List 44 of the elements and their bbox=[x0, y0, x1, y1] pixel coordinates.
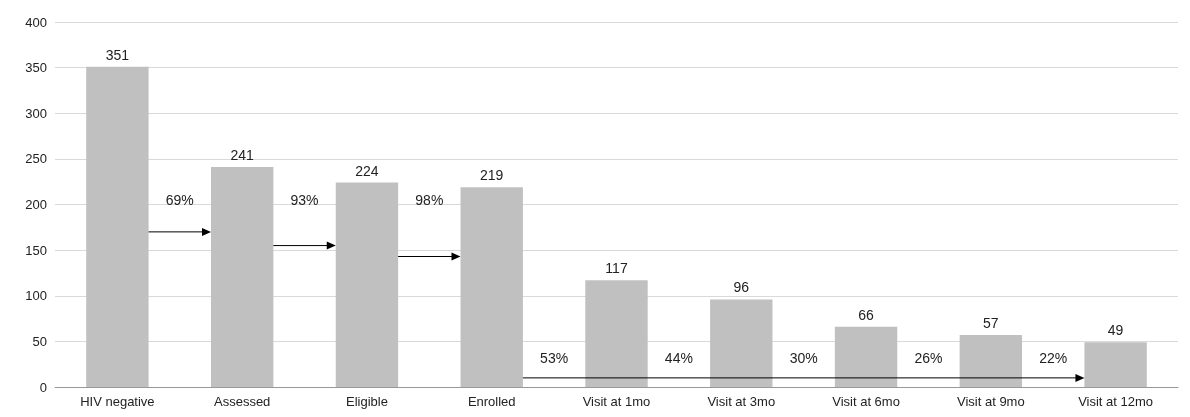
annotation: 22% bbox=[1039, 349, 1068, 366]
y-tick-label: 50 bbox=[32, 333, 47, 349]
bar bbox=[210, 167, 274, 387]
data-label: 241 bbox=[230, 147, 255, 164]
annotation: 26% bbox=[914, 349, 943, 366]
y-tick-label: 100 bbox=[25, 288, 47, 304]
data-label: 57 bbox=[983, 314, 999, 331]
bar bbox=[585, 280, 648, 387]
data-label: 66 bbox=[858, 306, 875, 323]
x-tick-label: Enrolled bbox=[467, 394, 516, 409]
bar bbox=[460, 187, 523, 387]
x-tick-label: Assessed bbox=[213, 394, 271, 409]
x-tick-label: Visit at 3mo bbox=[707, 394, 776, 409]
data-label: 49 bbox=[1107, 322, 1124, 339]
x-tick-label: Eligible bbox=[345, 394, 388, 409]
bar bbox=[1084, 342, 1147, 387]
y-tick-label: 0 bbox=[39, 379, 47, 395]
annotation: 69% bbox=[165, 191, 194, 208]
x-tick-label: Visit at 1mo bbox=[582, 394, 651, 409]
x-tick-label: HIV negative bbox=[80, 394, 155, 409]
bar bbox=[335, 182, 399, 387]
annotation: 30% bbox=[789, 349, 818, 366]
data-label: 117 bbox=[605, 260, 628, 277]
bar bbox=[834, 326, 898, 387]
y-tick-label: 400 bbox=[25, 14, 47, 30]
data-label: 351 bbox=[105, 46, 130, 63]
data-label: 224 bbox=[355, 162, 379, 179]
y-tick-label: 150 bbox=[25, 242, 47, 258]
x-tick-label: Visit at 12mo bbox=[1078, 394, 1154, 409]
x-tick-label: Visit at 6mo bbox=[832, 394, 900, 409]
data-label: 219 bbox=[480, 167, 504, 184]
y-tick-label: 300 bbox=[25, 105, 47, 121]
data-label: 96 bbox=[733, 279, 750, 296]
bar bbox=[710, 299, 773, 387]
annotation: 93% bbox=[290, 191, 319, 208]
annotation: 53% bbox=[540, 349, 569, 366]
annotation: 98% bbox=[415, 191, 444, 208]
bar bbox=[86, 66, 149, 387]
x-tick-label: Visit at 9mo bbox=[956, 394, 1025, 409]
y-tick-label: 250 bbox=[25, 151, 47, 167]
annotation: 44% bbox=[664, 349, 693, 366]
y-tick-label: 350 bbox=[25, 60, 47, 76]
bar bbox=[959, 334, 1023, 387]
y-tick-label: 200 bbox=[25, 197, 47, 212]
